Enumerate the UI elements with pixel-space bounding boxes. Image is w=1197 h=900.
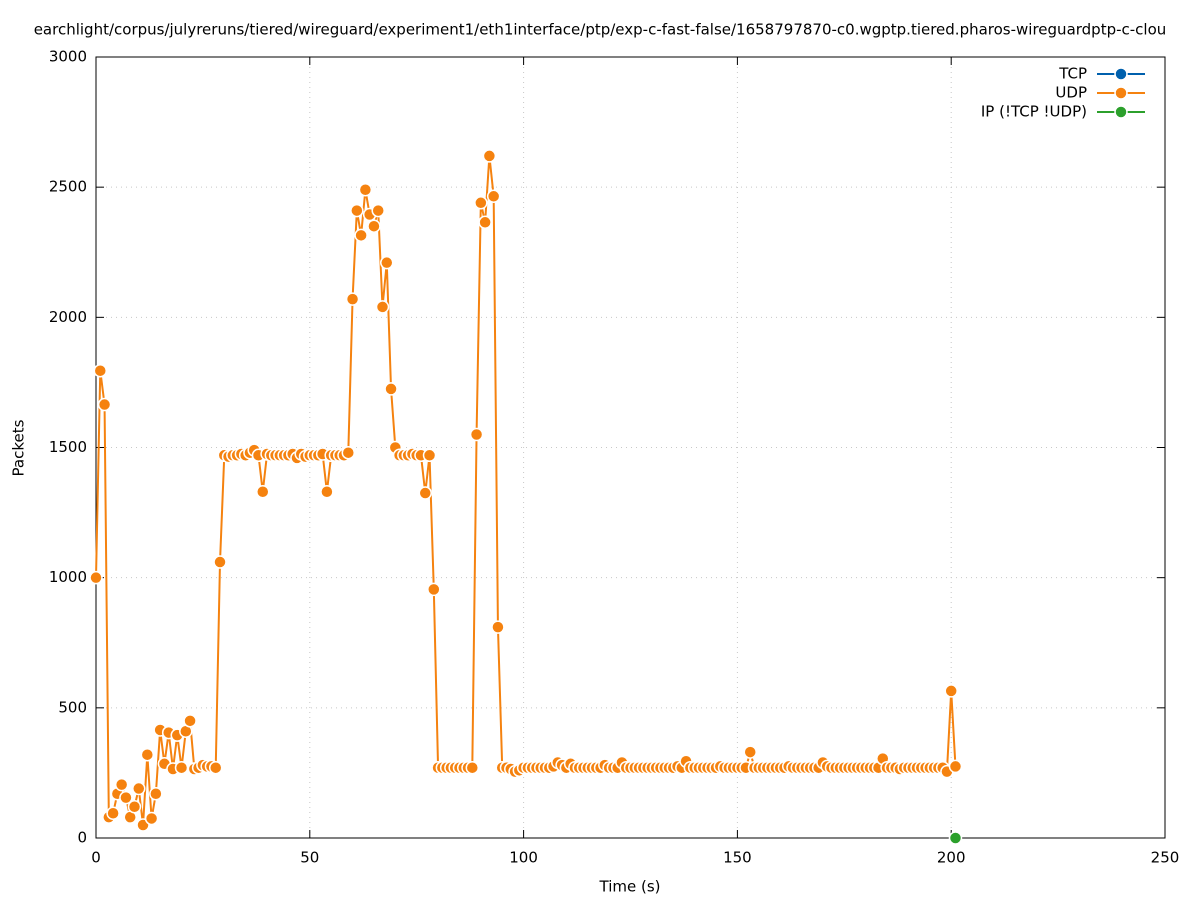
y-tick-label: 500 — [58, 698, 87, 716]
legend-label: TCP — [1058, 65, 1087, 83]
x-tick-label: 200 — [937, 849, 966, 867]
x-tick-label: 250 — [1151, 849, 1180, 867]
data-point — [948, 831, 963, 845]
y-tick-label: 2000 — [49, 308, 87, 326]
data-point — [474, 196, 488, 210]
data-point — [93, 363, 108, 378]
legend-marker — [1114, 67, 1128, 81]
data-point — [119, 790, 133, 805]
data-point — [465, 760, 480, 775]
data-point — [149, 786, 163, 801]
data-point — [213, 555, 227, 569]
x-axis-label: Time (s) — [599, 878, 661, 896]
y-tick-label: 0 — [77, 829, 87, 847]
data-point — [208, 760, 223, 775]
data-point — [89, 570, 103, 585]
y-tick-label: 1000 — [49, 568, 87, 586]
data-point — [367, 219, 381, 233]
plot-border — [95, 56, 1166, 839]
x-tick-label: 50 — [300, 849, 319, 867]
x-tick-label: 0 — [91, 849, 101, 867]
chart-title: earchlight/corpus/julyreruns/tiered/wire… — [34, 21, 1167, 39]
data-point — [384, 382, 398, 396]
data-point — [491, 620, 505, 634]
data-point — [345, 292, 360, 306]
data-point — [371, 203, 385, 218]
series-line — [95, 155, 957, 826]
legend-marker — [1114, 105, 1128, 119]
data-point — [478, 215, 492, 230]
x-tick-label: 100 — [509, 849, 538, 867]
data-point — [418, 486, 433, 500]
data-point — [422, 448, 437, 463]
data-point — [486, 189, 501, 204]
data-point — [743, 745, 757, 759]
data-point — [183, 714, 197, 728]
data-point — [341, 445, 356, 460]
data-point — [132, 781, 146, 796]
data-point — [358, 183, 373, 197]
data-point — [944, 684, 958, 698]
legend-marker — [1114, 86, 1128, 100]
data-point — [469, 427, 484, 442]
data-point — [427, 582, 441, 597]
data-point — [97, 397, 112, 412]
data-point — [350, 203, 364, 218]
data-point — [140, 747, 155, 762]
data-point — [380, 255, 394, 270]
y-tick-label: 2500 — [49, 178, 87, 196]
data-point — [320, 485, 334, 499]
data-point — [174, 760, 189, 775]
x-tick-label: 150 — [723, 849, 752, 867]
data-point — [354, 228, 368, 243]
data-point — [948, 759, 963, 774]
data-point — [256, 485, 270, 499]
y-tick-label: 3000 — [49, 48, 87, 66]
y-axis-label: Packets — [10, 419, 28, 476]
data-point — [375, 300, 390, 314]
data-point — [127, 800, 142, 814]
y-tick-label: 1500 — [49, 438, 87, 456]
data-point — [482, 149, 497, 163]
data-point — [114, 777, 129, 792]
data-point — [144, 811, 159, 826]
legend-label: IP (!TCP !UDP) — [981, 103, 1087, 121]
data-point — [106, 806, 120, 821]
legend-label: UDP — [1055, 84, 1087, 102]
